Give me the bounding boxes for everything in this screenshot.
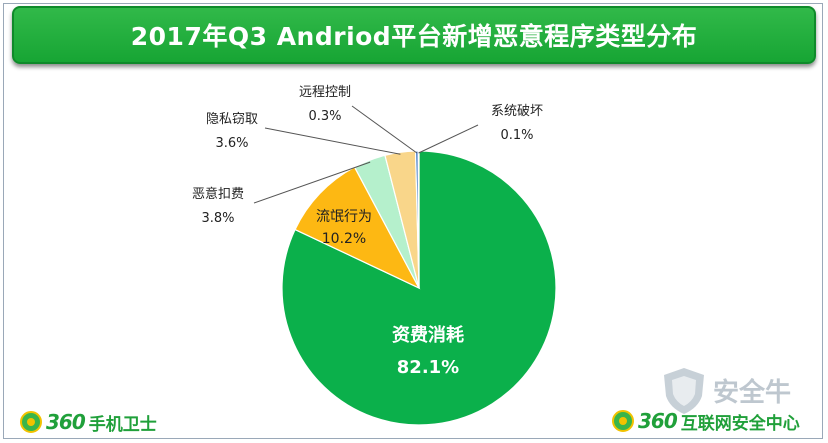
leader-line — [418, 124, 479, 154]
logo-360-mobile-guard: 360 手机卫士 — [20, 409, 157, 435]
logo-360-security-center: 360 互联网安全中心 — [612, 407, 800, 435]
logo-left-number: 360 — [46, 410, 86, 434]
slice-label-remote-control: 远程控制 — [299, 85, 351, 100]
slice-value-remote-control: 0.3% — [308, 109, 341, 124]
logo-360-emblem-icon — [612, 410, 634, 432]
leader-line — [253, 161, 371, 204]
title-banner: 2017年Q3 Andriod平台新增恶意程序类型分布 — [12, 6, 816, 64]
logo-left-text: 手机卫士 — [88, 414, 157, 435]
slice-label-privacy-theft: 隐私窃取 — [206, 111, 258, 127]
leader-line — [351, 105, 418, 154]
pie-slice — [281, 150, 557, 426]
chart-title: 2017年Q3 Andriod平台新增恶意程序类型分布 — [130, 22, 698, 51]
pie-slice — [417, 150, 420, 289]
watermark: 安全牛 — [661, 363, 821, 418]
slice-label-fee-consumption: 资费消耗 — [392, 324, 464, 346]
slice-label-system-damage: 系统破坏 — [491, 104, 543, 119]
slice-value-fee-consumption: 82.1% — [397, 357, 459, 378]
slice-label-malicious-deduction: 恶意扣费 — [192, 186, 244, 202]
slice-value-system-damage: 0.1% — [500, 128, 533, 143]
leader-line — [264, 127, 401, 155]
slice-value-malicious-deduction: 3.8% — [201, 211, 234, 226]
logo-right-number: 360 — [638, 409, 678, 433]
slice-value-privacy-theft: 3.6% — [215, 136, 248, 151]
pie-slices — [281, 150, 557, 426]
watermark-text: 安全牛 — [713, 378, 792, 408]
logo-right-text: 互联网安全中心 — [680, 413, 800, 434]
shield-icon — [664, 367, 704, 414]
slice-label-rogue-behavior: 流氓行为 — [316, 209, 372, 225]
logo-360-icon — [20, 411, 42, 433]
slice-value-rogue-behavior: 10.2% — [322, 231, 366, 247]
